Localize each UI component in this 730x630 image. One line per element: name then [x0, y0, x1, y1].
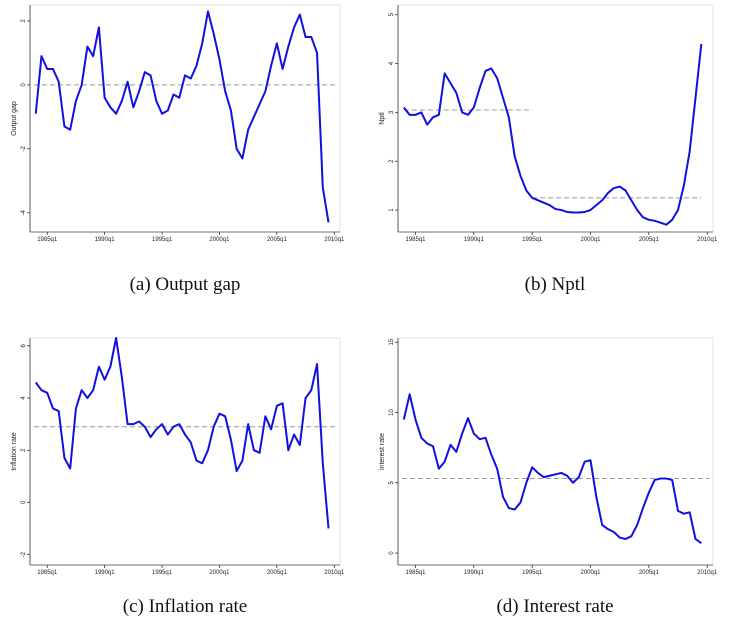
- plot-frame: [397, 337, 714, 566]
- plot-frame: [29, 4, 341, 233]
- x-tick-label: 2010q1: [697, 570, 718, 576]
- plot-frame: [29, 337, 341, 566]
- y-tick-label: 10: [389, 409, 395, 416]
- x-tick-label: 1985q1: [37, 570, 58, 576]
- caption: (d) Interest rate: [496, 596, 613, 617]
- caption: (b) Nptl: [525, 274, 586, 295]
- plot-frame: [397, 4, 714, 233]
- panel: -4 -2 0 2 1985q1 1990q1 1995q1 2000q1 2005q1 2010…: [11, 4, 345, 295]
- series-line: [34, 337, 330, 529]
- y-tick-label: 2: [21, 448, 27, 452]
- x-tick-label: 2010q1: [324, 570, 345, 576]
- y-tick-label: -2: [21, 551, 27, 557]
- series-line: [402, 393, 702, 545]
- y-tick-label: 1: [389, 208, 395, 212]
- x-tick-label: 2000q1: [580, 237, 601, 243]
- panel: -2 0 2 4 6 1985q1 1990q1 1995q1 2000q1 2005q1 2010…: [11, 337, 345, 617]
- x-tick-label: 2000q1: [209, 237, 230, 243]
- y-axis-label: Output gap: [11, 101, 18, 136]
- x-tick-label: 1990q1: [95, 570, 116, 576]
- y-tick-label: 2: [389, 159, 395, 163]
- y-tick-label: 5: [389, 480, 395, 484]
- series-line: [403, 43, 703, 226]
- x-tick-label: 1990q1: [464, 237, 485, 243]
- panel: 0 5 10 15 1985q1 1990q1 1995q1 2000q1 2005q1 2010…: [379, 337, 718, 617]
- x-tick-label: 1990q1: [95, 237, 116, 243]
- x-tick-label: 1995q1: [152, 237, 173, 243]
- y-tick-label: 15: [389, 338, 395, 345]
- x-tick-label: 2010q1: [324, 237, 345, 243]
- y-tick-label: 6: [21, 343, 27, 347]
- x-tick-label: 2010q1: [697, 237, 718, 243]
- caption: (c) Inflation rate: [123, 596, 247, 617]
- y-axis-label: interest rate: [379, 433, 386, 470]
- y-tick-label: 5: [389, 12, 395, 16]
- x-tick-label: 2000q1: [209, 570, 230, 576]
- y-tick-label: 0: [21, 83, 27, 87]
- y-tick-label: 4: [21, 396, 27, 400]
- x-tick-label: 2005q1: [639, 570, 660, 576]
- panel: 1 2 3 4 5 1985q1 1990q1 1995q1 2000q1 2005q1 2010q…: [379, 4, 718, 295]
- y-tick-label: 0: [389, 551, 395, 555]
- x-tick-label: 1985q1: [405, 570, 426, 576]
- y-tick-label: 2: [21, 19, 27, 23]
- x-tick-label: 1990q1: [464, 570, 485, 576]
- x-tick-label: 1995q1: [522, 570, 543, 576]
- x-tick-label: 1995q1: [152, 570, 173, 576]
- series-line: [34, 10, 330, 223]
- y-tick-label: 3: [389, 110, 395, 114]
- x-tick-label: 1985q1: [405, 237, 426, 243]
- y-axis-label: Nptl: [379, 112, 386, 125]
- y-tick-label: -2: [21, 146, 27, 152]
- y-axis-label: Inflation rate: [11, 432, 18, 471]
- x-tick-label: 1995q1: [522, 237, 543, 243]
- x-tick-label: 2000q1: [580, 570, 601, 576]
- y-tick-label: -4: [21, 209, 27, 215]
- x-tick-label: 2005q1: [267, 237, 288, 243]
- caption: (a) Output gap: [130, 274, 241, 295]
- y-tick-label: 4: [389, 61, 395, 65]
- y-tick-label: 0: [21, 500, 27, 504]
- x-tick-label: 2005q1: [267, 570, 288, 576]
- x-tick-label: 2005q1: [639, 237, 660, 243]
- x-tick-label: 1985q1: [37, 237, 58, 243]
